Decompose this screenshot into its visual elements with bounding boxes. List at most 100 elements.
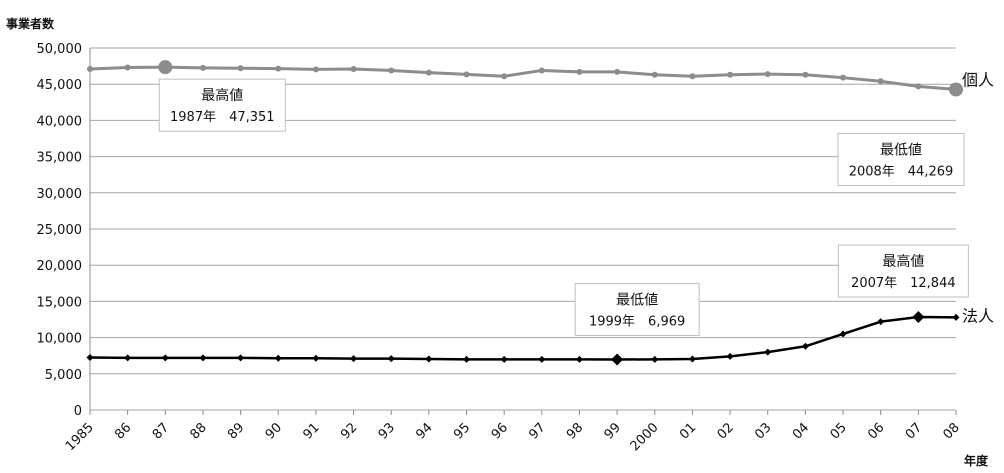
data-point (274, 354, 282, 362)
data-point (801, 342, 809, 350)
x-tick-label: 08 (941, 420, 963, 442)
data-point (124, 64, 131, 71)
annotation-box (837, 244, 969, 298)
data-point (689, 73, 696, 80)
data-point (538, 67, 545, 74)
annotation-value: 2007年 12,844 (851, 276, 956, 291)
data-point (86, 354, 94, 362)
data-point (726, 352, 734, 360)
x-tick-label: 97 (526, 420, 548, 442)
data-point (877, 78, 884, 85)
annotations: 最高値 1987年 47,351 最低値 2008年 44,269 最低値 1999年 6… (158, 60, 969, 366)
y-axis-label: 事業者数 (6, 16, 55, 31)
x-tick-label: 96 (489, 420, 511, 442)
annotation-value: 2008年 44,269 (849, 164, 954, 179)
data-point (651, 355, 659, 363)
y-tick-label: 45,000 (37, 78, 83, 93)
data-point (425, 69, 432, 76)
data-point (161, 354, 169, 362)
data-point (350, 65, 357, 72)
series-line (89, 65, 957, 91)
data-point (463, 71, 470, 78)
y-axis-ticks: 0 5,000 10,000 15,000 20,000 25,000 30,000 35,0… (37, 42, 83, 419)
y-tick-label: 0 (74, 404, 82, 419)
series-line (89, 315, 957, 361)
data-point (463, 355, 471, 363)
data-point (425, 355, 433, 363)
x-axis-label: 年度 (964, 453, 989, 468)
x-tick-label: 89 (225, 420, 247, 442)
data-point (576, 68, 583, 75)
x-tick-label: 05 (828, 420, 850, 442)
annotation-title: 最高値 (201, 87, 243, 104)
highlight-point (949, 82, 963, 97)
data-point (312, 66, 319, 73)
x-tick-label: 87 (150, 420, 172, 442)
x-tick-label: 01 (677, 420, 699, 442)
y-tick-label: 40,000 (37, 114, 83, 129)
annotation-title: 最低値 (616, 293, 658, 309)
annotation-box (574, 283, 700, 337)
x-tick-label: 07 (903, 420, 925, 442)
highlight-point (158, 60, 173, 75)
data-point (840, 74, 847, 81)
highlight-point (611, 353, 624, 366)
annotation-title: 最低値 (880, 142, 922, 158)
data-point (764, 348, 772, 356)
highlight-point (912, 311, 925, 324)
data-point (312, 354, 320, 362)
data-point (915, 83, 922, 90)
x-tick-label: 94 (413, 420, 435, 442)
data-point (237, 65, 244, 72)
data-point (952, 313, 960, 321)
data-point (839, 330, 847, 338)
x-tick-label: 02 (715, 420, 737, 442)
x-tick-label: 03 (752, 420, 774, 442)
x-axis-ticks: 1985 86 87 88 89 90 91 92 93 94 95 96 97 98 99 2000 01 02… (63, 410, 963, 454)
data-point (500, 355, 508, 363)
y-tick-label: 10,000 (37, 332, 83, 347)
x-tick-label: 99 (602, 420, 624, 442)
x-tick-label: 92 (338, 420, 360, 442)
y-tick-label: 20,000 (37, 259, 83, 274)
data-point (501, 73, 508, 80)
data-point (275, 65, 282, 72)
annotation-value: 1987年 47,351 (170, 110, 275, 125)
annotation-box (837, 132, 965, 186)
data-point (614, 68, 621, 75)
x-tick-label: 88 (187, 420, 209, 442)
data-point (199, 354, 207, 362)
annotation-box (158, 78, 286, 132)
annotation-title: 最高値 (882, 253, 924, 270)
data-point (877, 318, 885, 326)
data-point (124, 354, 132, 362)
data-point (688, 355, 696, 363)
y-tick-label: 50,000 (37, 42, 83, 57)
x-tick-label: 04 (790, 420, 812, 442)
data-point (199, 64, 206, 71)
data-point (350, 355, 358, 363)
x-tick-label: 2000 (628, 420, 662, 454)
y-tick-label: 15,000 (37, 295, 83, 310)
x-tick-label: 95 (451, 420, 473, 442)
x-tick-label: 86 (112, 420, 134, 442)
data-point (727, 71, 734, 78)
series-label: 法人 (962, 306, 994, 325)
y-tick-label: 30,000 (37, 187, 83, 202)
x-tick-label: 1985 (63, 420, 97, 454)
data-point (387, 355, 395, 363)
data-point (388, 67, 395, 74)
x-tick-label: 90 (263, 420, 285, 442)
x-tick-label: 06 (865, 420, 887, 442)
y-tick-label: 25,000 (37, 223, 83, 238)
data-point (237, 354, 245, 362)
annotation-value: 1999年 6,969 (589, 315, 685, 330)
series-label: 個人 (962, 70, 994, 89)
grid-lines (89, 47, 956, 411)
data-point (87, 65, 93, 72)
data-point (575, 355, 583, 363)
data-point (802, 71, 809, 78)
x-tick-label: 93 (376, 420, 398, 442)
x-tick-label: 98 (564, 420, 586, 442)
